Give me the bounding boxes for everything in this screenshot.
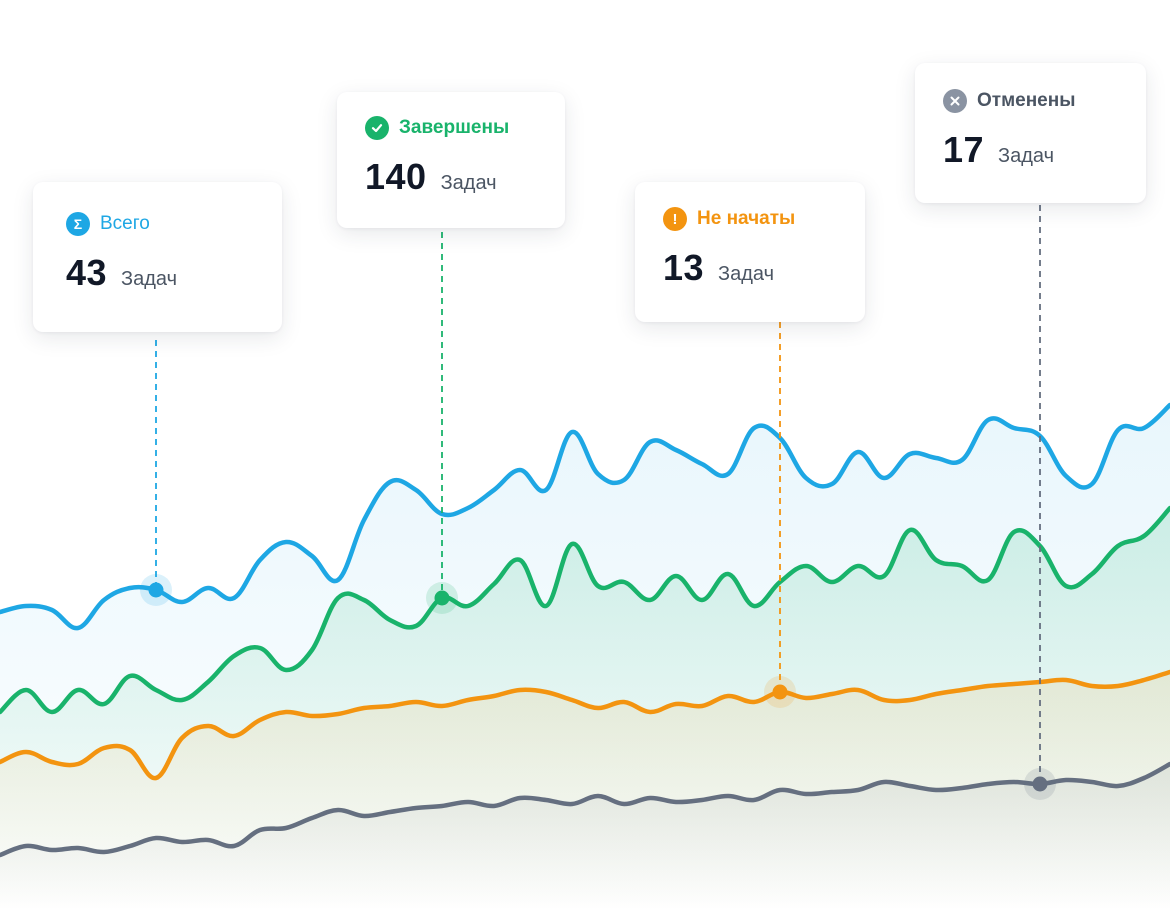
card-cancelled-header: Отменены — [943, 89, 1146, 113]
card-cancelled: Отменены 17 Задач — [915, 63, 1146, 203]
card-total-value: 43 — [66, 252, 108, 293]
exclamation-icon: ! — [663, 207, 687, 231]
card-total-label: Всего — [100, 213, 150, 234]
line-cancelled — [0, 761, 1170, 858]
card-total: Σ Всего 43 Задач — [33, 182, 282, 332]
marker-not_started[interactable] — [772, 684, 788, 700]
card-cancelled-label: Отменены — [977, 90, 1076, 111]
check-icon — [365, 116, 389, 140]
card-not-started: ! Не начаты 13 Задач — [635, 182, 865, 322]
marker-completed[interactable] — [434, 590, 450, 606]
line-completed — [0, 505, 1170, 715]
card-not-started-header: ! Не начаты — [663, 207, 865, 231]
card-total-header: Σ Всего — [66, 212, 282, 236]
close-icon — [943, 89, 967, 113]
marker-total[interactable] — [148, 582, 164, 598]
card-completed-value: 140 — [365, 156, 427, 197]
marker-cancelled[interactable] — [1032, 776, 1048, 792]
card-not-started-unit: Задач — [718, 263, 775, 285]
area-cancelled — [0, 764, 1170, 912]
card-completed-label: Завершены — [399, 117, 510, 138]
card-cancelled-unit: Задач — [998, 145, 1055, 167]
line-total — [0, 402, 1170, 631]
sigma-icon: Σ — [66, 212, 90, 236]
card-cancelled-value: 17 — [943, 129, 985, 170]
card-completed-header: Завершены — [365, 116, 565, 140]
card-total-unit: Задач — [121, 268, 178, 290]
card-completed-unit: Задач — [440, 172, 497, 194]
card-not-started-value: 13 — [663, 247, 705, 288]
line-not_started — [0, 669, 1170, 781]
card-completed: Завершены 140 Задач — [337, 92, 565, 228]
card-not-started-label: Не начаты — [697, 208, 796, 229]
